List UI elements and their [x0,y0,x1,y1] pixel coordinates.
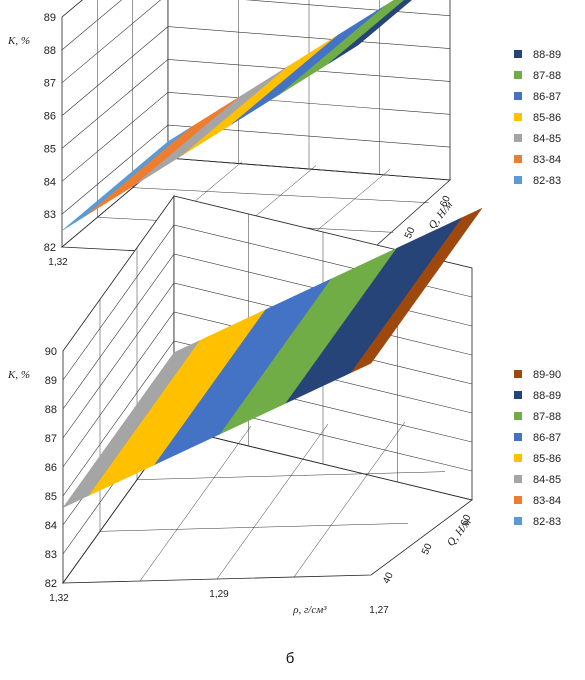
z-tick-label: 84 [45,520,57,532]
z-tick-label: 86 [45,462,57,474]
legend-entry: 85-86 [533,112,561,124]
z-tick-label: 86 [44,111,56,123]
legend-swatch [514,113,522,121]
surface-band-87-88 [280,0,405,95]
surface-band-89-90 [350,207,483,374]
y-ticks: 40 50 60 [381,513,474,586]
z-tick-label: 85 [45,491,57,503]
legend-entry: 86-87 [533,432,561,444]
legend-swatch [514,475,522,483]
legend-swatch [514,92,522,100]
z-tick-label: 89 [45,375,57,387]
surface [61,0,413,231]
legend-entry: 86-87 [533,91,561,103]
legend-entry: 87-88 [533,70,561,82]
legend-swatch [514,176,522,184]
surface-band-88-89 [328,0,413,64]
legend-swatch [514,370,522,378]
legend-entry: 88-89 [533,49,561,61]
y-tick-label: 40 [381,570,396,585]
legend-swatch [514,134,522,142]
legend-swatch [514,433,522,441]
z-ticks: 82 83 84 85 86 87 88 89 90 [45,346,57,590]
z-ticks: 82 83 84 85 86 87 88 89 [44,12,56,254]
legend-swatch [514,454,522,462]
grid-line-y [132,187,429,203]
legend-entry: 87-88 [533,411,561,423]
grid-line-x [293,421,406,578]
z-tick-label: 87 [45,433,57,445]
surface-chart-b: 82 83 84 85 86 87 88 89 90 1,32 1,29 1,27 40 50 60 K, %… [7,194,561,667]
x-tick-label: 1,29 [209,589,229,600]
z-axis-label: K, % [7,35,30,47]
grid-line-y [99,523,409,532]
z-tick-label: 88 [45,404,57,416]
z-axis-label: K, % [7,369,30,381]
z-tick-label: 89 [44,12,56,24]
legend-swatch [514,496,522,504]
legend-entry: 88-89 [533,390,561,402]
z-tick-label: 90 [45,346,57,358]
legend-swatch [514,50,522,58]
y-tick-label: 60 [438,194,453,209]
legend-entry: 84-85 [533,133,561,145]
y-tick-label: 50 [403,225,418,240]
legend-entry: 85-86 [533,453,561,465]
z-tick-label: 87 [44,78,56,90]
legend-swatch [514,391,522,399]
legend-entry: 89-90 [533,369,561,381]
x-tick-label: 1,27 [369,605,389,616]
grid-line-x [216,423,329,580]
z-tick-label: 84 [44,176,56,188]
grid-line-x [139,425,252,582]
z-tick-label: 85 [44,143,56,155]
grid-line-y [136,471,446,480]
legend-entry: 83-84 [533,495,561,507]
x-tick-label: 1,32 [48,257,68,268]
x-tick-label: 1,32 [49,593,69,604]
z-tick-label: 83 [44,209,56,221]
legend: 88-89 87-88 86-87 85-86 84-85 83-84 82-83 [514,49,561,187]
legend: 89-90 88-89 87-88 86-87 85-86 84-85 83-84 82-83 [514,369,561,528]
legend-entry: 84-85 [533,474,561,486]
legend-swatch [514,155,522,163]
y-tick-label: 60 [459,513,474,528]
legend-entry: 82-83 [533,175,561,187]
left-wall [61,0,169,248]
legend-entry: 82-83 [533,516,561,528]
z-tick-label: 82 [44,242,56,254]
surface [62,207,483,509]
panel-label: б [286,650,295,667]
z-tick-label: 88 [44,45,56,57]
legend-swatch [514,412,522,420]
z-tick-label: 82 [45,578,57,590]
legend-swatch [514,71,522,79]
z-tick-label: 83 [45,549,57,561]
legend-swatch [514,517,522,525]
x-axis-label: ρ, г/см³ [292,604,327,616]
legend-entry: 83-84 [533,154,561,166]
x-ticks: 1,32 1,29 1,27 [49,589,389,616]
y-axis-label: Q, Н/м [445,517,474,549]
y-tick-label: 50 [420,542,435,557]
